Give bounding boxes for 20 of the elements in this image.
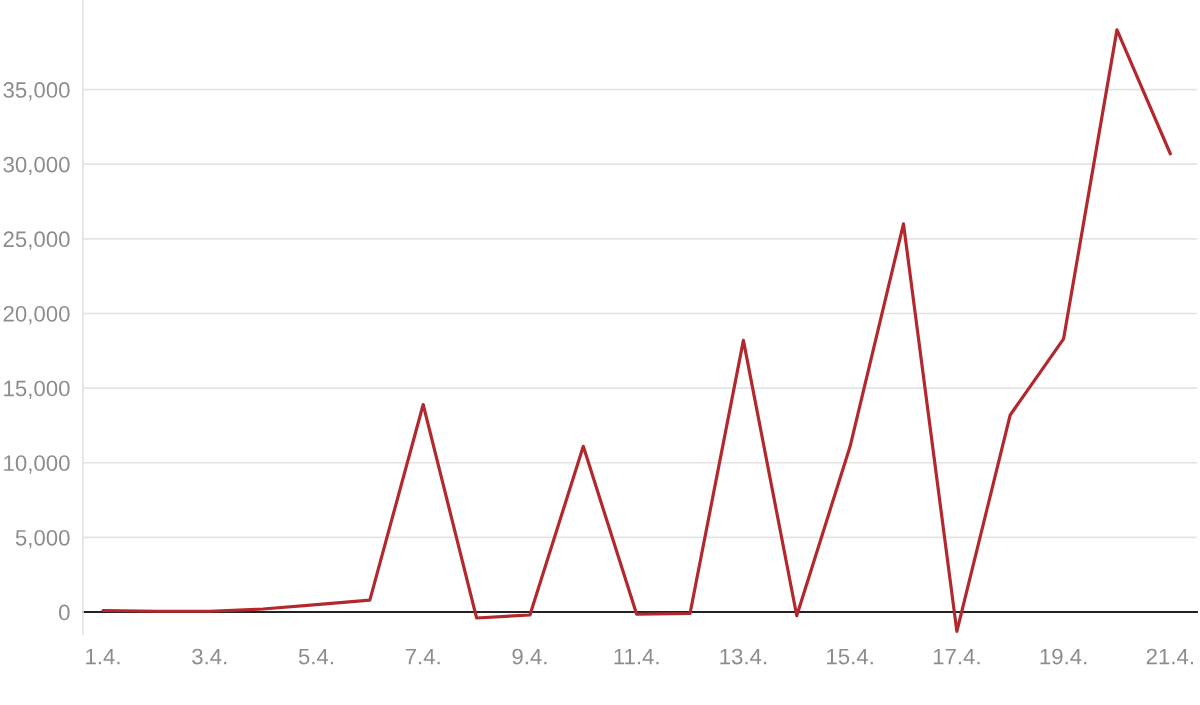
y-tick-label: 25,000 <box>3 231 70 250</box>
y-tick-label: 35,000 <box>3 82 70 101</box>
x-tick-label: 15.4. <box>827 648 873 665</box>
x-tick-label: 7.4. <box>405 648 440 665</box>
y-tick-label: 30,000 <box>3 156 70 176</box>
x-tick-label: 5.4. <box>298 648 333 665</box>
x-tick-label: 17.4. <box>933 648 980 665</box>
y-tick-label: 20,000 <box>3 306 70 325</box>
y-tick-label: 5,000 <box>15 529 70 549</box>
x-tick-label: 21.4. <box>1146 648 1193 665</box>
y-tick-label: 0 <box>59 604 70 621</box>
x-tick-label: 11.4. <box>614 648 659 665</box>
line-series <box>101 28 1172 634</box>
x-tick-label: 1.4. <box>86 648 120 665</box>
y-tick-label: 15,000 <box>4 380 70 399</box>
x-tick-label: 3.4. <box>192 648 227 665</box>
x-tick-label: 19.4. <box>1040 648 1087 665</box>
x-tick-label: 9.4. <box>512 648 547 665</box>
x-tick-label: 13.4. <box>720 648 767 665</box>
y-tick-label: 10,000 <box>4 455 70 474</box>
